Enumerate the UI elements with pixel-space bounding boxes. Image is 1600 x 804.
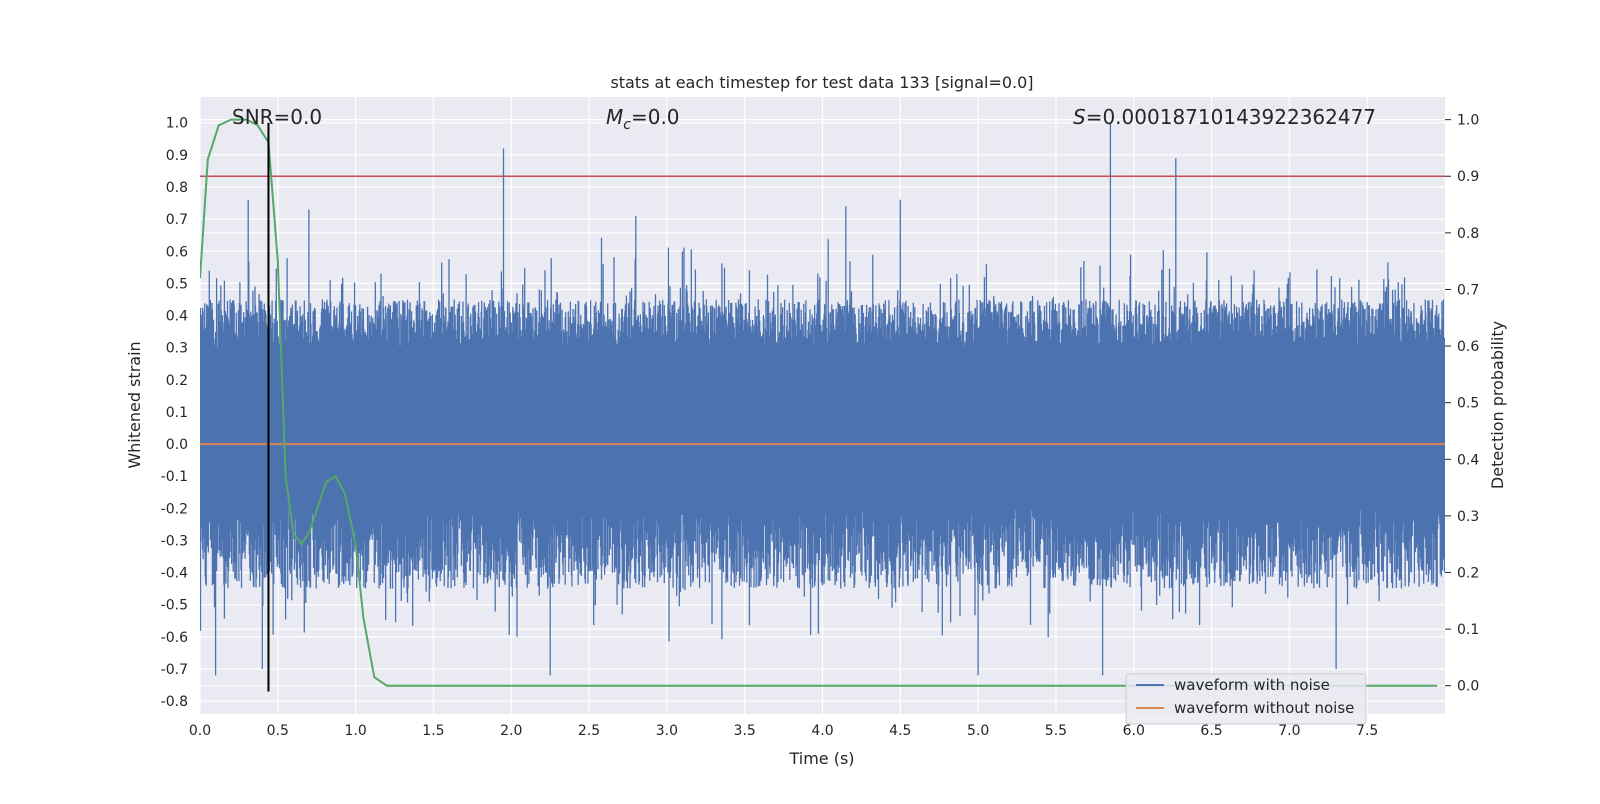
x-axis-label: Time (s) [788, 749, 854, 768]
y-axis-label: Whitened strain [125, 341, 144, 468]
y-tick-label: 0.4 [166, 309, 188, 325]
y-tick-label: 0.0 [166, 437, 188, 453]
y-tick-label: -0.1 [161, 469, 188, 485]
mc-annotation: Mc=0.0 [606, 105, 680, 133]
y-tick-label: 0.9 [166, 148, 188, 164]
y-tick-label: -0.3 [161, 533, 188, 549]
y-tick-label: 1.0 [166, 116, 188, 132]
x-tick-label: 2.0 [500, 723, 522, 739]
x-tick-label: 0.0 [189, 723, 211, 739]
s-annotation: S=0.00018710143922362477 [1073, 105, 1376, 129]
y-tick-label: -0.7 [161, 662, 188, 678]
x-tick-label: 6.0 [1123, 723, 1145, 739]
y-tick-label: -0.8 [161, 694, 188, 710]
y-tick-label: 0.3 [166, 341, 188, 357]
y2-tick-label: 0.8 [1457, 226, 1479, 242]
x-tick-label: 3.0 [656, 723, 678, 739]
y-tick-label: 0.2 [166, 373, 188, 389]
legend-label-clean: waveform without noise [1174, 699, 1354, 717]
x-tick-label: 1.0 [344, 723, 366, 739]
noise-waveform-path [200, 122, 1445, 676]
x-tick-label: 5.5 [1045, 723, 1067, 739]
y2-tick-label: 0.3 [1457, 509, 1479, 525]
x-tick-label: 3.5 [734, 723, 756, 739]
axes-layer: 0.0 0.5 1.0 1.5 2.0 2.5 3.0 3.5 4.0 4.5 5.0 5.5 6.0 6… [161, 113, 1480, 739]
y2-tick-label: 0.6 [1457, 339, 1479, 355]
y-tick-label: -0.6 [161, 630, 188, 646]
y2-tick-label: 1.0 [1457, 113, 1479, 129]
x-tick-label: 4.5 [889, 723, 911, 739]
x-tick-label: 0.5 [267, 723, 289, 739]
legend: waveform with noise waveform without noi… [1125, 673, 1367, 725]
noise-waveform [200, 122, 1445, 676]
y2-tick-label: 0.1 [1457, 622, 1479, 638]
chart-title: stats at each timestep for test data 133… [610, 73, 1033, 92]
mc-value: =0.0 [631, 105, 680, 129]
y-tick-label: 0.1 [166, 405, 188, 421]
y-tick-label: 0.7 [166, 212, 188, 228]
y-tick-label: 0.5 [166, 276, 188, 292]
legend-label-noise: waveform with noise [1174, 676, 1330, 694]
y2-tick-label: 0.4 [1457, 452, 1479, 468]
y-tick-label: -0.5 [161, 598, 188, 614]
y-tick-label: -0.4 [161, 566, 188, 582]
mc-symbol: M [606, 105, 623, 129]
s-value: =0.00018710143922362477 [1086, 105, 1376, 129]
s-symbol: S [1073, 105, 1086, 129]
x-tick-label: 4.0 [811, 723, 833, 739]
x-tick-label: 1.5 [422, 723, 444, 739]
y-tick-label: 0.6 [166, 244, 188, 260]
x-tick-label: 7.5 [1356, 723, 1378, 739]
detection-probability-line [200, 118, 1438, 687]
y2-tick-label: 0.0 [1457, 679, 1479, 695]
x-tick-label: 2.5 [578, 723, 600, 739]
x-tick-label: 7.0 [1278, 723, 1300, 739]
legend-box [1125, 673, 1367, 725]
y-tick-label: -0.2 [161, 501, 188, 517]
y2-tick-label: 0.7 [1457, 282, 1479, 298]
y2-tick-label: 0.5 [1457, 396, 1479, 412]
x-tick-label: 6.5 [1200, 723, 1222, 739]
y2-tick-label: 0.2 [1457, 565, 1479, 581]
x-tick-label: 5.0 [967, 723, 989, 739]
series-layer [200, 118, 1445, 692]
y2-axis-label: Detection probability [1488, 321, 1507, 489]
y2-tick-label: 0.9 [1457, 169, 1479, 185]
mc-subscript: c [623, 117, 631, 133]
y-tick-label: 0.8 [166, 180, 188, 196]
snr-annotation: SNR=0.0 [232, 105, 322, 129]
